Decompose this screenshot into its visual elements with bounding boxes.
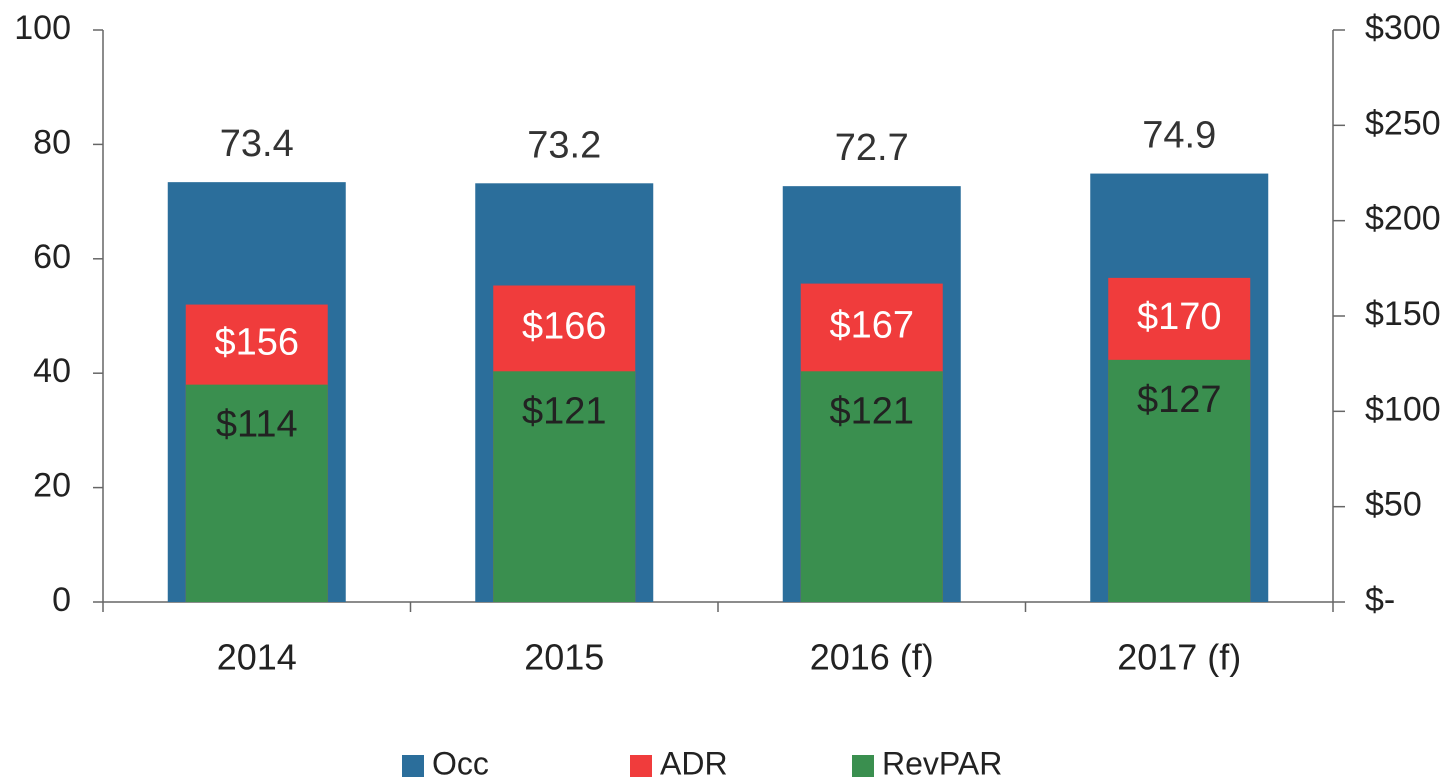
y2-tick-label: $150	[1365, 295, 1441, 333]
bar	[493, 371, 636, 602]
x-tick-label: 2016 (f)	[810, 637, 934, 678]
data-label: 73.2	[527, 124, 601, 166]
legend-swatch	[402, 755, 424, 777]
legend-swatch	[630, 755, 652, 777]
data-label: $127	[1137, 379, 1222, 421]
y2-tick-label: $250	[1365, 104, 1441, 142]
data-label: 73.4	[220, 123, 294, 165]
legend-label: RevPAR	[882, 745, 1002, 779]
x-tick-label: 2014	[217, 637, 297, 678]
bar	[1108, 359, 1251, 602]
data-label: $121	[522, 390, 607, 432]
data-label: $166	[522, 305, 607, 347]
legend-swatch	[852, 755, 874, 777]
data-label: $156	[214, 322, 299, 364]
y-tick-label: 40	[33, 352, 71, 390]
data-label: 74.9	[1142, 115, 1216, 157]
legend-label: Occ	[432, 745, 489, 779]
data-label: $114	[216, 404, 298, 446]
legend-label: ADR	[660, 745, 728, 779]
bar	[800, 371, 943, 602]
x-tick-label: 2015	[524, 637, 604, 678]
y-tick-label: 0	[52, 581, 71, 619]
y-tick-label: 80	[33, 123, 71, 161]
y-tick-label: 100	[14, 9, 71, 47]
y2-tick-label: $-	[1365, 581, 1395, 619]
y-tick-label: 20	[33, 467, 71, 505]
y2-tick-label: $300	[1365, 9, 1441, 47]
bar	[185, 384, 328, 602]
data-label: 72.7	[835, 127, 909, 169]
data-label: $170	[1137, 296, 1222, 338]
y-tick-label: 60	[33, 238, 71, 276]
x-tick-label: 2017 (f)	[1117, 637, 1241, 678]
y2-tick-label: $200	[1365, 200, 1441, 238]
data-label: $167	[829, 304, 914, 346]
data-label: $121	[829, 390, 914, 432]
y2-tick-label: $50	[1365, 486, 1422, 524]
y2-tick-label: $100	[1365, 390, 1441, 428]
